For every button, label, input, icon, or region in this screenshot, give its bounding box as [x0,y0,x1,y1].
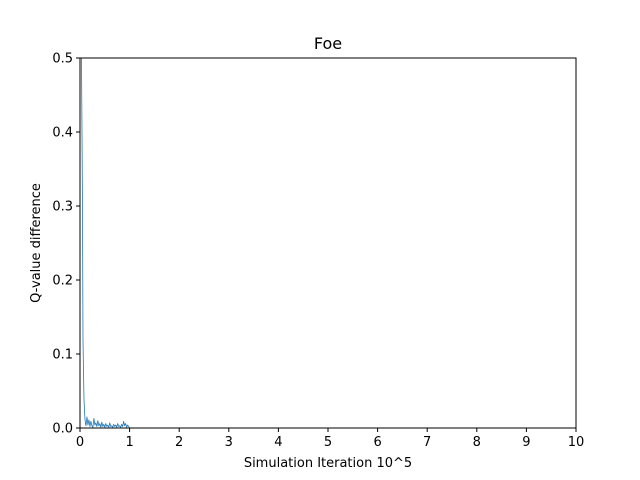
x-tick-label: 5 [324,435,332,450]
x-tick-label: 8 [473,435,481,450]
x-tick-label: 10 [568,435,585,450]
y-tick-label: 0.1 [52,348,73,363]
y-tick-label: 0.2 [52,274,73,289]
x-tick-label: 2 [175,435,183,450]
x-tick-label: 9 [522,435,530,450]
series-line [81,58,130,428]
y-axis: 0.0 0.1 0.2 0.3 0.4 0.5 [52,52,80,437]
x-tick-label: 7 [423,435,431,450]
y-axis-label: Q-value difference [29,183,44,303]
x-tick-label: 0 [76,435,84,450]
y-tick-label: 0.4 [52,126,73,141]
y-tick-label: 0.5 [52,52,73,67]
chart-title: Foe [314,34,342,53]
x-axis: 0 1 2 3 4 5 6 7 8 9 10 [76,428,584,450]
x-tick-label: 4 [274,435,282,450]
x-tick-label: 3 [225,435,233,450]
x-tick-label: 1 [125,435,133,450]
x-axis-label: Simulation Iteration 10^5 [244,456,412,471]
axes-background [80,58,576,428]
plot-area [79,57,577,429]
x-tick-label: 6 [373,435,381,450]
y-tick-label: 0.3 [52,200,73,215]
y-tick-label: 0.0 [52,422,73,437]
series-layer [81,58,130,428]
